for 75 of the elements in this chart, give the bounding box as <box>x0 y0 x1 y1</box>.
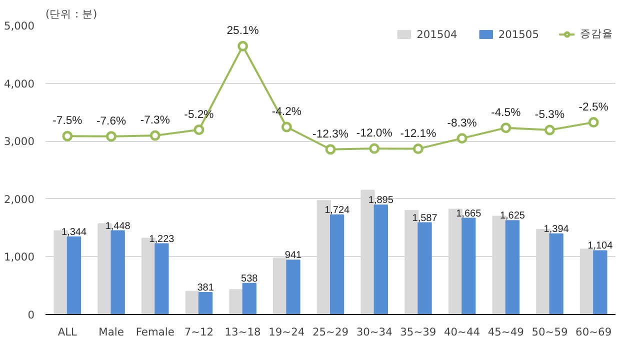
data-label: 1,724 <box>324 204 350 216</box>
x-tick-label: 19~24 <box>268 326 305 338</box>
data-label: 381 <box>197 282 214 294</box>
data-label: 941 <box>284 250 302 262</box>
data-label: 1,448 <box>105 220 131 232</box>
point <box>281 122 292 132</box>
x-tick-label: 25~29 <box>312 326 349 338</box>
y-tick-label: 5,000 <box>4 20 35 32</box>
x-tick-label: 50~59 <box>532 326 568 338</box>
bar <box>242 282 256 314</box>
bar <box>330 214 344 314</box>
y-tick-label: 1,000 <box>4 250 35 264</box>
x-tick-label: 40~44 <box>444 326 480 338</box>
data-label: 1,223 <box>149 234 175 245</box>
point <box>150 130 160 141</box>
bar <box>198 292 213 314</box>
data-label: -12.0% <box>356 128 392 140</box>
point <box>369 143 380 154</box>
point <box>456 133 468 144</box>
x-tick-label: 45~49 <box>488 326 524 338</box>
x-tick-label: 13~18 <box>224 326 262 338</box>
y-tick-label: 4,000 <box>4 77 35 90</box>
data-label: 1,587 <box>412 212 438 224</box>
data-label: 1,895 <box>368 194 394 206</box>
data-label: 1,625 <box>500 210 526 222</box>
point <box>325 144 336 155</box>
data-label: 1,665 <box>456 208 482 220</box>
x-tick-label: Female <box>136 326 174 338</box>
point <box>106 131 117 142</box>
bar <box>593 250 608 314</box>
bar <box>549 233 564 314</box>
bar <box>462 218 476 314</box>
bar <box>66 236 82 314</box>
bar <box>418 222 432 314</box>
point <box>588 117 599 128</box>
bar <box>505 220 520 314</box>
y-axis-title: (단위 : 분) <box>46 8 98 20</box>
data-label: 1,344 <box>61 226 87 238</box>
data-label: 1,104 <box>588 240 614 252</box>
data-label: -4.5% <box>491 106 521 119</box>
y-tick-label: 0 <box>28 308 35 322</box>
x-tick-label: ALL <box>58 326 78 338</box>
data-label: -7.3% <box>140 114 170 127</box>
data-label: -8.3% <box>447 117 477 130</box>
bar <box>229 289 244 314</box>
data-label: -5.3% <box>534 109 565 122</box>
data-label: -7.6% <box>96 115 126 128</box>
point <box>238 40 248 52</box>
point <box>62 130 73 142</box>
x-tick-label: 35~39 <box>400 326 436 338</box>
bar <box>154 243 169 314</box>
legend-label: 증감율 <box>580 27 613 41</box>
x-tick-label: 7~12 <box>184 326 214 338</box>
x-tick-label: 60~69 <box>576 326 612 338</box>
data-label: 1,394 <box>544 224 570 235</box>
point <box>194 124 204 136</box>
bar <box>110 230 125 314</box>
legend-label: 201505 <box>498 28 539 40</box>
y-tick-label: 2,000 <box>4 192 35 206</box>
data-label: -7.5% <box>52 115 82 128</box>
data-label: -2.5% <box>578 101 608 114</box>
bar <box>374 204 388 314</box>
point <box>412 144 424 154</box>
bar <box>286 260 300 314</box>
point <box>544 124 555 136</box>
x-tick-label: Male <box>98 326 124 338</box>
point <box>500 122 512 134</box>
y-tick-label: 3,000 <box>4 135 35 148</box>
x-tick-label: 30~34 <box>356 326 393 338</box>
data-label: -12.3% <box>312 128 348 140</box>
data-label: 538 <box>241 273 258 284</box>
bar <box>185 290 200 314</box>
data-label: -12.1% <box>400 128 436 140</box>
legend-label: 201504 <box>416 28 458 40</box>
data-label: 25.1% <box>226 25 259 38</box>
